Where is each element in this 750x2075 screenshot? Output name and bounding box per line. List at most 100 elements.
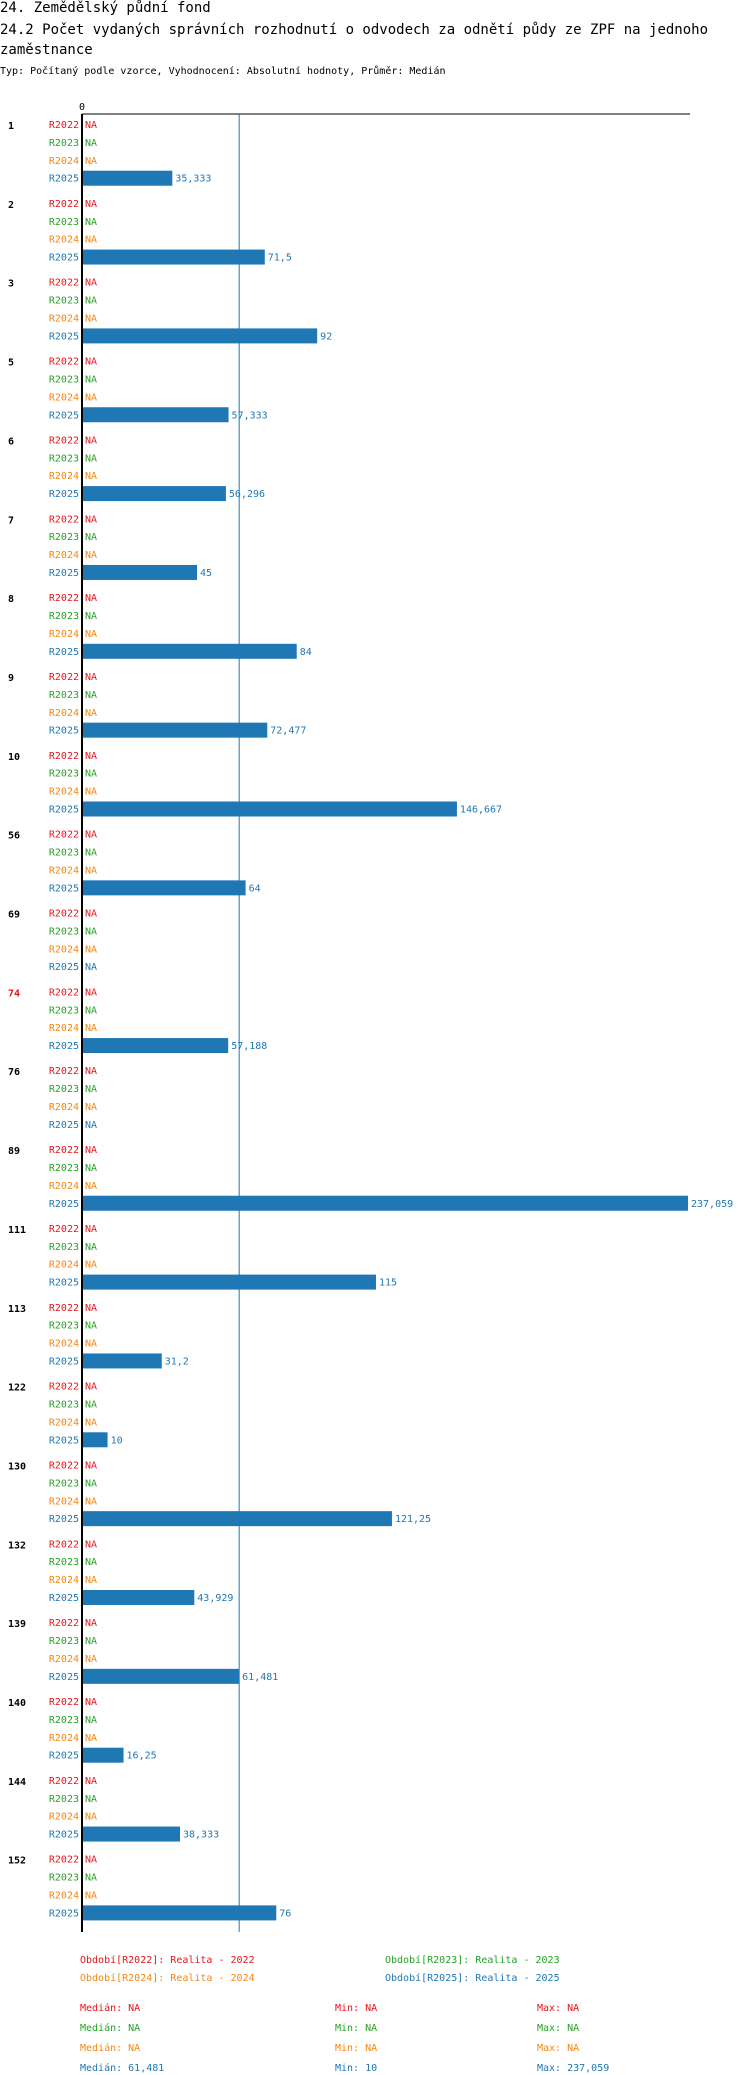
na-label-R2024-7: NA — [85, 550, 97, 561]
series-label-R2024-3: R2024 — [49, 314, 79, 325]
category-label-111: 111 — [8, 1225, 26, 1236]
na-label-R2022-1: NA — [85, 120, 97, 131]
series-label-R2023-140: R2023 — [49, 1715, 79, 1726]
na-label-R2023-144: NA — [85, 1794, 97, 1805]
series-label-R2025-111: R2025 — [49, 1278, 79, 1289]
na-label-R2023-56: NA — [85, 848, 97, 859]
na-label-R2022-152: NA — [85, 1855, 97, 1866]
na-label-R2022-89: NA — [85, 1145, 97, 1156]
value-label-R2025-111: 115 — [379, 1278, 397, 1289]
value-label-R2025-130: 121,25 — [395, 1514, 431, 1525]
series-label-R2025-69: R2025 — [49, 962, 79, 973]
na-label-R2022-69: NA — [85, 909, 97, 920]
value-label-R2025-122: 10 — [111, 1435, 123, 1446]
series-label-R2023-144: R2023 — [49, 1794, 79, 1805]
category-label-139: 139 — [8, 1619, 26, 1630]
series-label-R2022-152: R2022 — [49, 1855, 79, 1866]
series-label-R2022-9: R2022 — [49, 672, 79, 683]
category-label-74: 74 — [8, 988, 20, 999]
na-label-R2022-6: NA — [85, 435, 97, 446]
na-label-R2023-132: NA — [85, 1557, 97, 1568]
series-label-R2022-5: R2022 — [49, 357, 79, 368]
value-label-R2025-3: 92 — [320, 331, 332, 342]
value-label-R2025-10: 146,667 — [460, 805, 502, 816]
series-label-R2024-6: R2024 — [49, 471, 79, 482]
na-label-R2023-111: NA — [85, 1242, 97, 1253]
bar-R2025-5 — [82, 407, 229, 423]
bar-R2025-122 — [82, 1432, 108, 1448]
series-label-R2024-144: R2024 — [49, 1812, 79, 1823]
bar-R2025-89 — [82, 1195, 688, 1211]
bar-R2025-111 — [82, 1274, 376, 1290]
series-label-R2025-152: R2025 — [49, 1908, 79, 1919]
legend-period-r2023: Období[R2023]: Realita - 2023 — [385, 1955, 560, 1966]
na-label-R2023-8: NA — [85, 611, 97, 622]
legend-min-r2025: Min: 10 — [335, 2063, 378, 2074]
series-label-R2022-3: R2022 — [49, 278, 79, 289]
series-label-R2025-5: R2025 — [49, 410, 79, 421]
category-label-152: 152 — [8, 1856, 26, 1867]
value-label-R2025-7: 45 — [200, 568, 212, 579]
series-label-R2025-76: R2025 — [49, 1120, 79, 1131]
series-label-R2025-144: R2025 — [49, 1830, 79, 1841]
series-label-R2024-132: R2024 — [49, 1575, 79, 1586]
section-title: 24. Zemědělský půdní fond — [0, 0, 211, 16]
category-label-89: 89 — [8, 1146, 20, 1157]
category-label-2: 2 — [8, 200, 14, 211]
series-label-R2022-74: R2022 — [49, 987, 79, 998]
bar-R2025-152 — [82, 1905, 277, 1921]
series-label-R2023-6: R2023 — [49, 453, 79, 464]
bar-R2025-113 — [82, 1353, 162, 1369]
category-label-3: 3 — [8, 279, 14, 290]
category-label-10: 10 — [8, 752, 20, 763]
series-label-R2022-56: R2022 — [49, 830, 79, 841]
series-label-R2025-3: R2025 — [49, 331, 79, 342]
na-label-R2023-89: NA — [85, 1163, 97, 1174]
na-label-R2023-7: NA — [85, 532, 97, 543]
na-label-R2022-130: NA — [85, 1460, 97, 1471]
series-label-R2022-111: R2022 — [49, 1224, 79, 1235]
legend-max-r2022: Max: NA — [537, 2003, 580, 2014]
bar-R2025-9 — [82, 722, 268, 738]
na-label-R2023-69: NA — [85, 926, 97, 937]
series-label-R2024-7: R2024 — [49, 550, 79, 561]
na-label-R2023-6: NA — [85, 453, 97, 464]
series-label-R2023-69: R2023 — [49, 926, 79, 937]
category-label-9: 9 — [8, 673, 14, 684]
chart-subtitle: Typ: Počítaný podle vzorce, Vyhodnocení:… — [0, 66, 446, 77]
category-label-7: 7 — [8, 515, 14, 526]
series-label-R2024-69: R2024 — [49, 944, 79, 955]
series-label-R2023-1: R2023 — [49, 138, 79, 149]
series-label-R2024-8: R2024 — [49, 629, 79, 640]
series-label-R2023-130: R2023 — [49, 1478, 79, 1489]
series-label-R2023-74: R2023 — [49, 1005, 79, 1016]
legend-min-r2024: Min: NA — [335, 2043, 378, 2054]
na-label-R2024-144: NA — [85, 1812, 97, 1823]
series-label-R2022-8: R2022 — [49, 593, 79, 604]
na-label-R2024-9: NA — [85, 708, 97, 719]
series-label-R2024-76: R2024 — [49, 1102, 79, 1113]
value-label-R2025-144: 38,333 — [183, 1830, 219, 1841]
na-label-R2022-7: NA — [85, 514, 97, 525]
value-label-R2025-139: 61,481 — [242, 1672, 278, 1683]
legend-min-r2022: Min: NA — [335, 2003, 378, 2014]
series-label-R2023-2: R2023 — [49, 217, 79, 228]
na-label-R2024-3: NA — [85, 314, 97, 325]
na-label-R2022-113: NA — [85, 1303, 97, 1314]
na-label-R2024-5: NA — [85, 392, 97, 403]
series-label-R2024-74: R2024 — [49, 1023, 79, 1034]
series-label-R2024-152: R2024 — [49, 1891, 79, 1902]
series-label-R2025-74: R2025 — [49, 1041, 79, 1052]
series-label-R2022-130: R2022 — [49, 1460, 79, 1471]
na-label-R2024-139: NA — [85, 1654, 97, 1665]
series-label-R2025-89: R2025 — [49, 1199, 79, 1210]
value-label-R2025-56: 64 — [249, 883, 261, 894]
series-label-R2022-122: R2022 — [49, 1382, 79, 1393]
bar-R2025-130 — [82, 1511, 392, 1527]
na-label-R2022-8: NA — [85, 593, 97, 604]
bar-R2025-144 — [82, 1826, 180, 1842]
legend-period-r2025: Období[R2025]: Realita - 2025 — [385, 1973, 560, 1984]
series-label-R2023-89: R2023 — [49, 1163, 79, 1174]
series-label-R2024-2: R2024 — [49, 235, 79, 246]
series-label-R2022-113: R2022 — [49, 1303, 79, 1314]
